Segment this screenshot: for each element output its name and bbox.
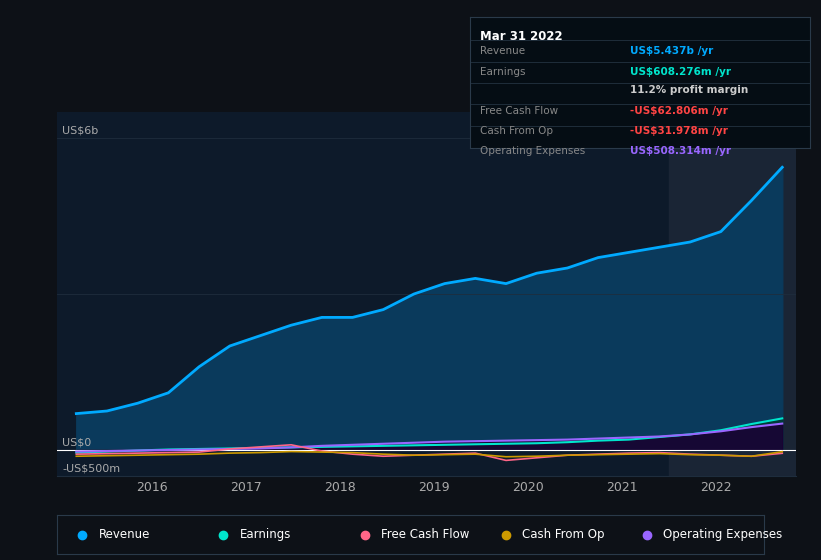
Text: 11.2% profit margin: 11.2% profit margin — [630, 85, 748, 95]
Text: Cash From Op: Cash From Op — [522, 528, 604, 542]
Text: -US$62.806m /yr: -US$62.806m /yr — [630, 106, 727, 116]
Text: US$0: US$0 — [62, 438, 91, 448]
Text: Operating Expenses: Operating Expenses — [479, 146, 585, 156]
Text: -US$500m: -US$500m — [62, 464, 121, 474]
Text: Revenue: Revenue — [479, 46, 525, 56]
Text: Cash From Op: Cash From Op — [479, 125, 553, 136]
Text: US$608.276m /yr: US$608.276m /yr — [630, 67, 731, 77]
Text: Earnings: Earnings — [240, 528, 291, 542]
Text: Operating Expenses: Operating Expenses — [663, 528, 782, 542]
Text: US$6b: US$6b — [62, 125, 99, 136]
Text: US$508.314m /yr: US$508.314m /yr — [630, 146, 731, 156]
Text: US$5.437b /yr: US$5.437b /yr — [630, 46, 713, 56]
Text: Earnings: Earnings — [479, 67, 525, 77]
Text: Mar 31 2022: Mar 31 2022 — [479, 30, 562, 43]
Text: -US$31.978m /yr: -US$31.978m /yr — [630, 125, 727, 136]
Bar — [669, 112, 796, 476]
Text: Revenue: Revenue — [99, 528, 149, 542]
Text: Free Cash Flow: Free Cash Flow — [381, 528, 470, 542]
Text: Free Cash Flow: Free Cash Flow — [479, 106, 558, 116]
